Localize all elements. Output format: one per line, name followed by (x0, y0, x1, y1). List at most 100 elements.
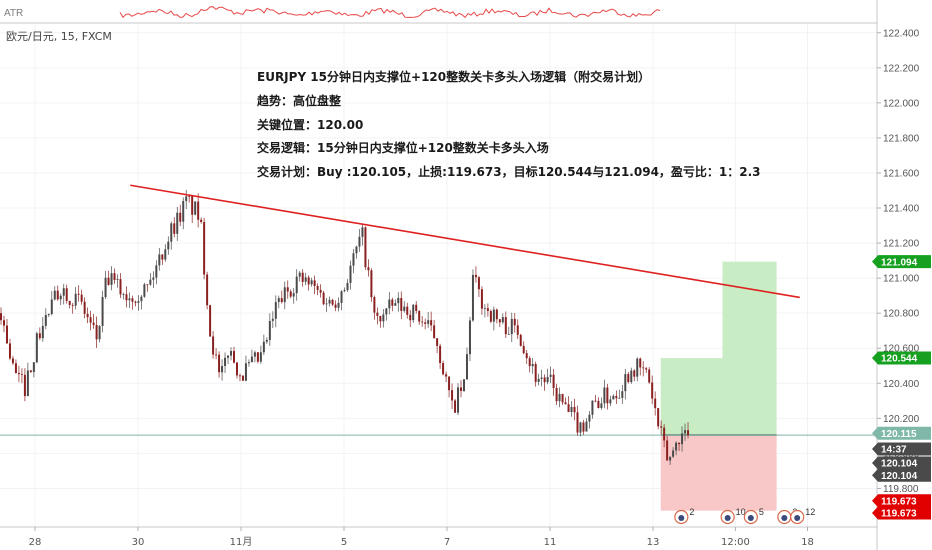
candle-body (448, 376, 451, 391)
candle-body (358, 236, 361, 247)
candle-body (615, 395, 618, 399)
candle-body (146, 284, 149, 286)
candle-body (71, 304, 74, 306)
candle-body (579, 422, 582, 433)
resistance-trendline[interactable] (130, 184, 800, 299)
atr-pane[interactable]: ATR (0, 6, 877, 24)
annotation-logic: 交易逻辑：15分钟日内支撑位+120整数关卡多头入场 (257, 140, 549, 155)
candle-body (621, 391, 624, 398)
candle-body (663, 427, 666, 441)
candle-body (20, 374, 23, 375)
candle-body (331, 299, 334, 305)
price-tag-label: 119.673 (881, 496, 917, 507)
candle-body (122, 294, 125, 296)
candle-body (224, 357, 227, 367)
price-tick-label: 122.200 (883, 63, 920, 74)
event-markers[interactable]: 2105312 (674, 507, 815, 525)
target2-zone[interactable] (722, 261, 777, 359)
price-tick-label: 121.400 (883, 204, 920, 215)
candle-body (137, 301, 140, 303)
candle-body (194, 201, 197, 215)
candle-body (80, 294, 83, 302)
symbol-label: 欧元/日元, 15, FXCM (6, 30, 112, 43)
time-axis[interactable]: 28 30 11月 5 7 11 13 12:00 18 (0, 526, 877, 548)
candle-body (678, 442, 681, 445)
candle-body (684, 430, 687, 434)
candle-body (531, 364, 534, 367)
price-tick-label: 121.000 (883, 274, 920, 285)
candle-body (101, 297, 104, 326)
candle-body (182, 201, 185, 222)
candle-body (397, 297, 400, 304)
candle-body (633, 370, 636, 377)
candle-body (552, 374, 555, 388)
candle-body (152, 277, 155, 280)
candle-body (119, 279, 122, 295)
candle-body (298, 272, 301, 277)
target1-zone[interactable] (660, 358, 777, 435)
candle-body (570, 406, 573, 412)
event-count: 12 (805, 507, 815, 517)
candle-body (5, 325, 8, 344)
candle-body (400, 297, 403, 311)
event-flag-icon (678, 515, 685, 521)
candle-body (0, 313, 3, 321)
candle-body (430, 320, 433, 326)
candle-body (427, 320, 430, 324)
trendline-group[interactable] (130, 184, 800, 299)
candle-body (645, 368, 648, 370)
candle-body (215, 354, 218, 356)
candle-body (471, 274, 474, 321)
candle-body (501, 317, 504, 323)
candle-body (394, 303, 397, 306)
candle-body (504, 317, 507, 335)
candle-body (594, 400, 597, 402)
candle-body (107, 277, 110, 285)
candle-body (379, 315, 382, 322)
price-tag-label: 120.115 (881, 429, 917, 440)
candle-body (603, 387, 606, 404)
candle-body (56, 290, 59, 300)
candle-body (197, 201, 200, 220)
time-tick-label: 11 (544, 537, 557, 548)
candle-body (564, 402, 567, 405)
event-count: 10 (736, 507, 746, 517)
candle-body (289, 291, 292, 297)
candle-body (534, 364, 537, 382)
event-count: 5 (759, 507, 764, 517)
candle-body (158, 254, 161, 266)
candle-body (328, 299, 331, 304)
candle-body (23, 374, 26, 397)
candle-body (681, 433, 684, 445)
candle-body (125, 294, 128, 301)
candle-body (191, 196, 194, 215)
candle-body (591, 400, 594, 415)
candle-body (618, 397, 621, 399)
stop-loss-zone[interactable] (660, 434, 777, 511)
price-tag (872, 442, 931, 456)
candle-body (522, 345, 525, 354)
event-count: 2 (689, 507, 694, 517)
candle-body (292, 293, 295, 297)
candle-body (483, 308, 486, 309)
candle-body (636, 358, 639, 377)
price-tick-label: 121.800 (883, 133, 920, 144)
candle-body (116, 279, 119, 280)
candle-body (256, 352, 259, 362)
candle-body (451, 390, 454, 401)
candle-body (277, 298, 280, 303)
annotation-key-level: 关键位置：120.00 (257, 117, 363, 132)
candle-body (573, 406, 576, 413)
candle-body (307, 277, 310, 285)
atr-line (119, 6, 661, 19)
candle-body (176, 212, 179, 234)
candle-body (340, 291, 343, 303)
time-tick-label: 12:00 (721, 537, 750, 548)
candle-body (457, 387, 460, 413)
candle-body (492, 309, 495, 322)
position-zones[interactable] (0, 261, 877, 511)
candle-body (104, 277, 107, 298)
